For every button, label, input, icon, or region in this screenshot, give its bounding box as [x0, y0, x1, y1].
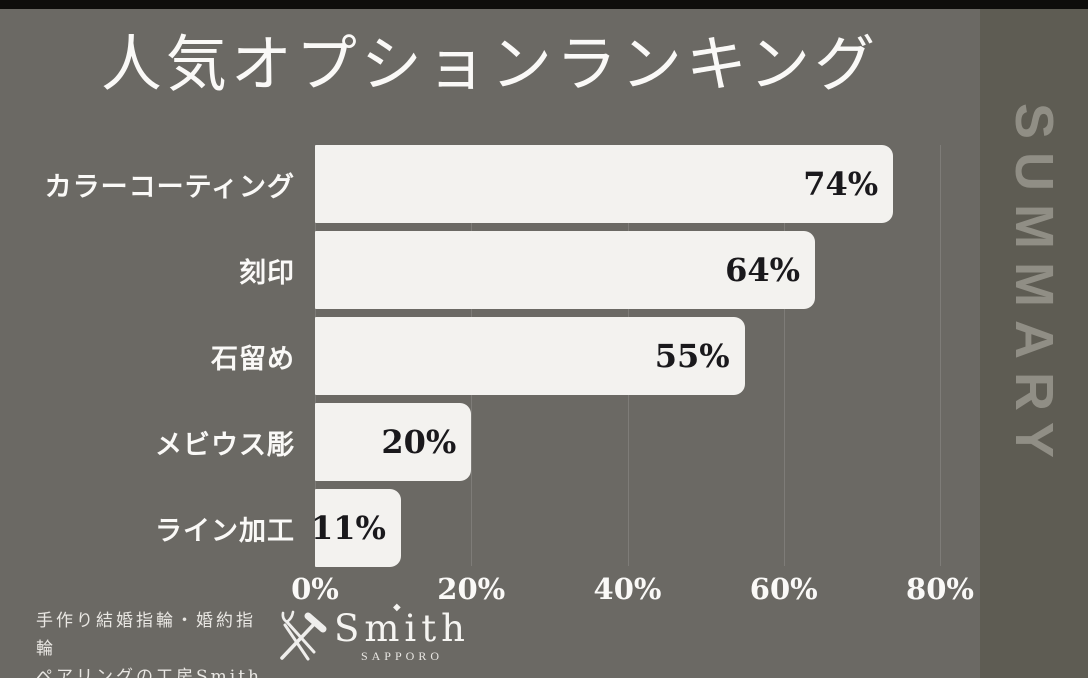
category-label: カラーコーティング	[44, 171, 295, 203]
summary-vertical-label: SUMMARY	[1004, 103, 1064, 471]
bar-value-label: 20%	[381, 423, 457, 461]
gridline-80	[940, 145, 941, 566]
x-axis-tick: 20%	[437, 572, 506, 606]
bar-value-label: 74%	[803, 165, 879, 203]
smith-logo: Smith ◆ SAPPORO	[270, 602, 470, 667]
x-axis-tick: 0%	[291, 572, 339, 606]
bar-row: ライン加工 11%	[0, 489, 960, 567]
bar-rows: カラーコーティング 74% 刻印 64% 石留め 55% メビウス彫 20% ライン加工 11%	[0, 145, 960, 567]
bar-value-label: 64%	[725, 251, 800, 289]
x-axis-tick: 40%	[593, 572, 662, 606]
category-label: ライン加工	[155, 515, 295, 547]
bar-row: 石留め 55%	[0, 317, 960, 395]
x-axis-tick: 80%	[906, 572, 974, 606]
summary-side-panel: SUMMARY	[980, 0, 1088, 678]
bar-74: 74%	[315, 145, 894, 223]
crossed-tools-icon	[280, 610, 327, 661]
bar-64: 64%	[315, 231, 815, 309]
logo-subtitle: SAPPORO	[360, 649, 443, 663]
bar-55: 55%	[315, 317, 745, 395]
logo-name: Smith ◆	[334, 602, 470, 650]
logo-i-diamond-icon: ◆	[393, 602, 406, 613]
footer-tagline: 手作り結婚指輪・婚約指輪 ペアリングの工房Smith札幌	[36, 607, 268, 678]
x-axis: 0% 20% 40% 60% 80%	[0, 566, 974, 614]
x-axis-tick: 60%	[749, 572, 818, 606]
bar-row: メビウス彫 20%	[0, 403, 960, 481]
bar-row: 刻印 64%	[0, 231, 960, 309]
category-label: 石留め	[211, 343, 295, 375]
bar-chart: カラーコーティング 74% 刻印 64% 石留め 55% メビウス彫 20% ライン加工 11% …	[0, 145, 974, 615]
gridline-60	[783, 145, 785, 566]
page-title: 人気オプションランキング	[100, 29, 880, 100]
bar-11: 11%	[311, 489, 401, 567]
tagline-line2: ペアリングの工房Smith札幌	[36, 667, 262, 678]
bar-row: カラーコーティング 74%	[0, 145, 960, 223]
bar-20: 20%	[315, 403, 472, 481]
category-label: 刻印	[239, 257, 295, 289]
footer: 手作り結婚指輪・婚約指輪 ペアリングの工房Smith札幌 Smith ◆ SAP…	[36, 602, 470, 678]
tagline-line1: 手作り結婚指輪・婚約指輪	[36, 611, 256, 660]
top-border-strip	[0, 0, 1088, 9]
category-label: メビウス彫	[155, 429, 295, 461]
logo-text: Smith ◆ SAPPORO	[334, 602, 470, 664]
bar-value-label: 55%	[654, 337, 730, 375]
bar-value-label: 11%	[311, 509, 386, 547]
